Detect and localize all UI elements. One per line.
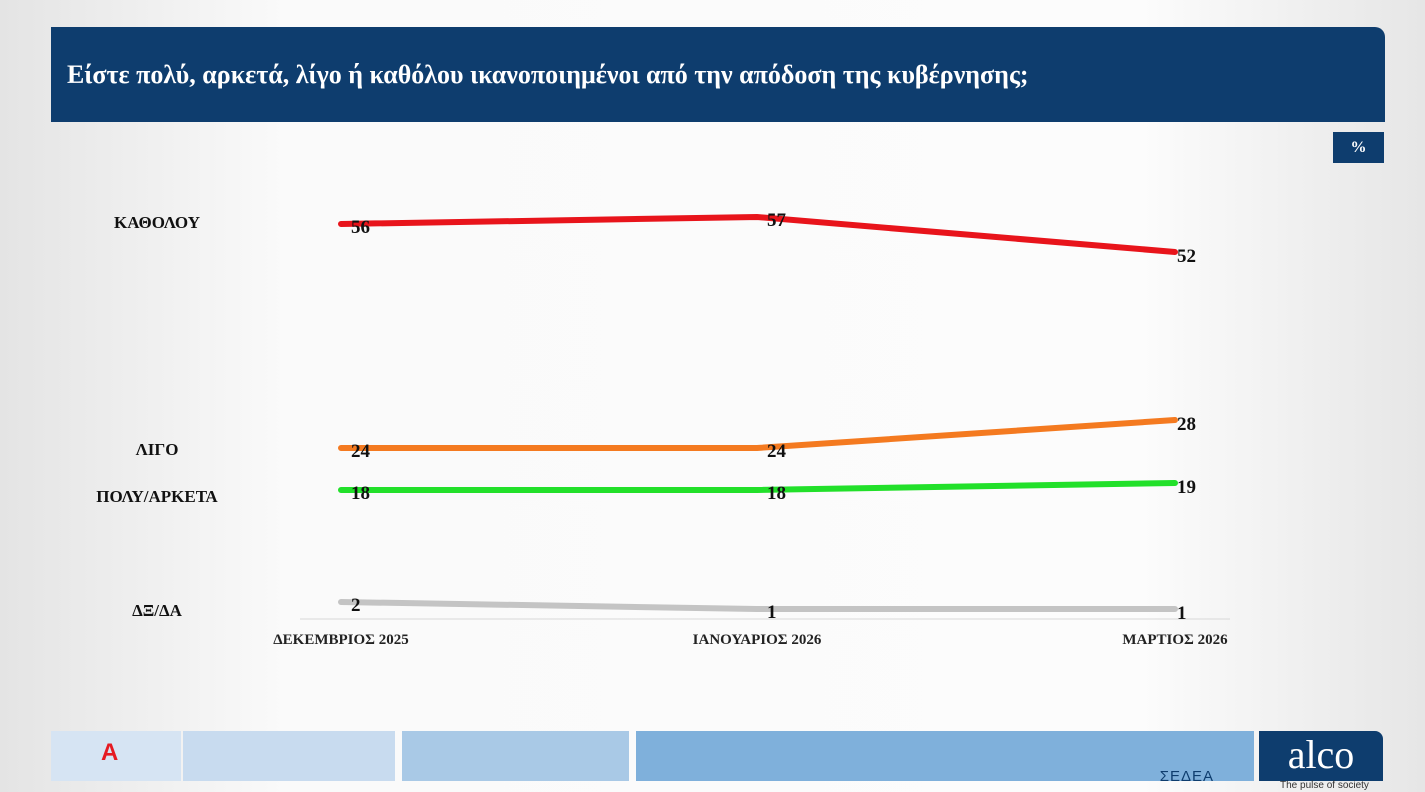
alco-logo: alco [1259, 731, 1383, 781]
series-line [338, 480, 1178, 493]
alco-tagline: The pulse of society [1280, 780, 1369, 791]
series-line [338, 599, 1178, 612]
data-label: 56 [351, 217, 370, 238]
alco-logo-text: alco [1287, 732, 1355, 777]
footer-panel [183, 731, 395, 781]
data-label: 52 [1177, 246, 1196, 267]
data-label: 18 [351, 483, 370, 504]
legend-label: ΠΟΛΥ/ΑΡΚΕΤΑ [96, 487, 218, 506]
unit-badge: % [1333, 132, 1384, 163]
data-label: 1 [1177, 603, 1187, 624]
series-line [338, 213, 1178, 255]
footer-panel [402, 731, 629, 781]
alpha-logo: Α [101, 739, 119, 766]
x-tick-label: ΜΑΡΤΙΟΣ 2026 [1122, 632, 1228, 648]
title-text: Είστε πολύ, αρκετά, λίγο ή καθόλου ικανο… [67, 59, 1029, 89]
chart-title: Είστε πολύ, αρκετά, λίγο ή καθόλου ικανο… [51, 27, 1385, 122]
legend-label: ΛΙΓΟ [135, 440, 179, 459]
legend-label: ΔΞ/ΔΑ [132, 601, 182, 620]
series-line [338, 417, 1178, 451]
footer-panel: ΣΕΔΕΑ [636, 731, 1254, 785]
data-label: 57 [767, 210, 787, 231]
legend-item-ligo: ΛΙΓΟ [69, 432, 245, 468]
x-tick-label: ΔΕΚΕΜΒΡΙΟΣ 2025 [273, 632, 408, 648]
data-label: 24 [767, 441, 787, 462]
data-label: 1 [767, 602, 777, 623]
legend-label: ΚΑΘΟΛΟΥ [114, 213, 200, 232]
data-label: 18 [767, 483, 786, 504]
legend-item-poly-arketa: ΠΟΛΥ/ΑΡΚΕΤΑ [69, 479, 245, 515]
data-label: 19 [1177, 477, 1196, 498]
x-tick-label: ΙΑΝΟΥΑΡΙΟΣ 2026 [693, 632, 822, 648]
data-label: 2 [351, 595, 361, 616]
legend-item-dx-da: ΔΞ/ΔΑ [69, 593, 245, 629]
data-label: 28 [1177, 414, 1196, 435]
alpha-logo-panel: Α [51, 731, 181, 781]
data-label: 24 [351, 441, 371, 462]
sedea-logo: ΣΕΔΕΑ [1159, 768, 1214, 785]
legend-item-katholou: ΚΑΘΟΛΟΥ [69, 205, 245, 241]
